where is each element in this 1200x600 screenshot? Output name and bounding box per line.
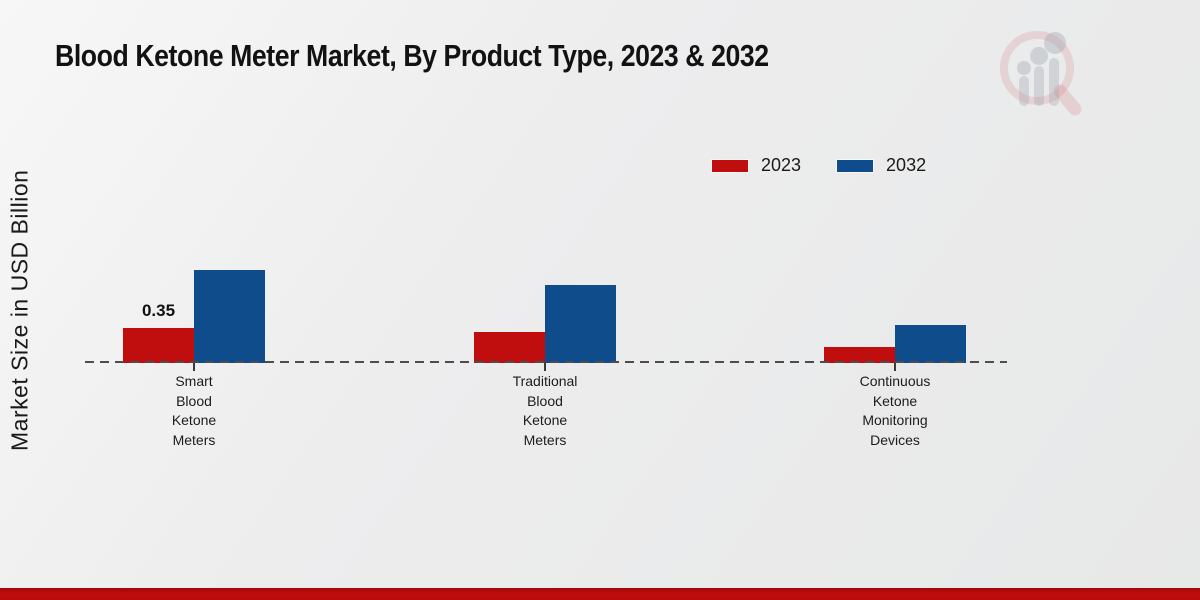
bar-2032-1	[194, 270, 265, 363]
x-axis-tick	[193, 363, 195, 371]
legend-swatch-2032	[837, 159, 874, 172]
magnifier-bar-chart-logo-icon	[1000, 31, 1082, 116]
bar-2032-2	[545, 285, 616, 363]
page-title: Blood Ketone Meter Market, By Product Ty…	[55, 38, 769, 73]
bar-value-label: 0.35	[141, 301, 176, 320]
legend-item-2032: 2032	[837, 155, 926, 176]
x-axis-tick	[544, 363, 546, 371]
x-axis-tick	[894, 363, 896, 371]
bar-2023-1	[123, 328, 194, 363]
legend-item-2023: 2023	[712, 155, 801, 176]
bottom-accent-bar	[0, 588, 1200, 600]
x-axis-category-label: Continuous Ketone Monitoring Devices	[859, 373, 931, 448]
bar-2023-2	[474, 332, 545, 363]
bar-2032-3	[895, 325, 966, 363]
legend-swatch-2023	[712, 159, 748, 172]
legend-label-2032: 2032	[886, 155, 927, 175]
x-axis-baseline	[85, 361, 1007, 363]
legend: 2023 2032	[712, 155, 926, 176]
x-axis-category-label: Smart Blood Ketone Meters	[171, 373, 217, 448]
x-axis-category-label: Traditional Blood Ketone Meters	[512, 373, 578, 448]
bar-2023-3	[824, 347, 895, 363]
legend-label-2023: 2023	[761, 155, 802, 175]
